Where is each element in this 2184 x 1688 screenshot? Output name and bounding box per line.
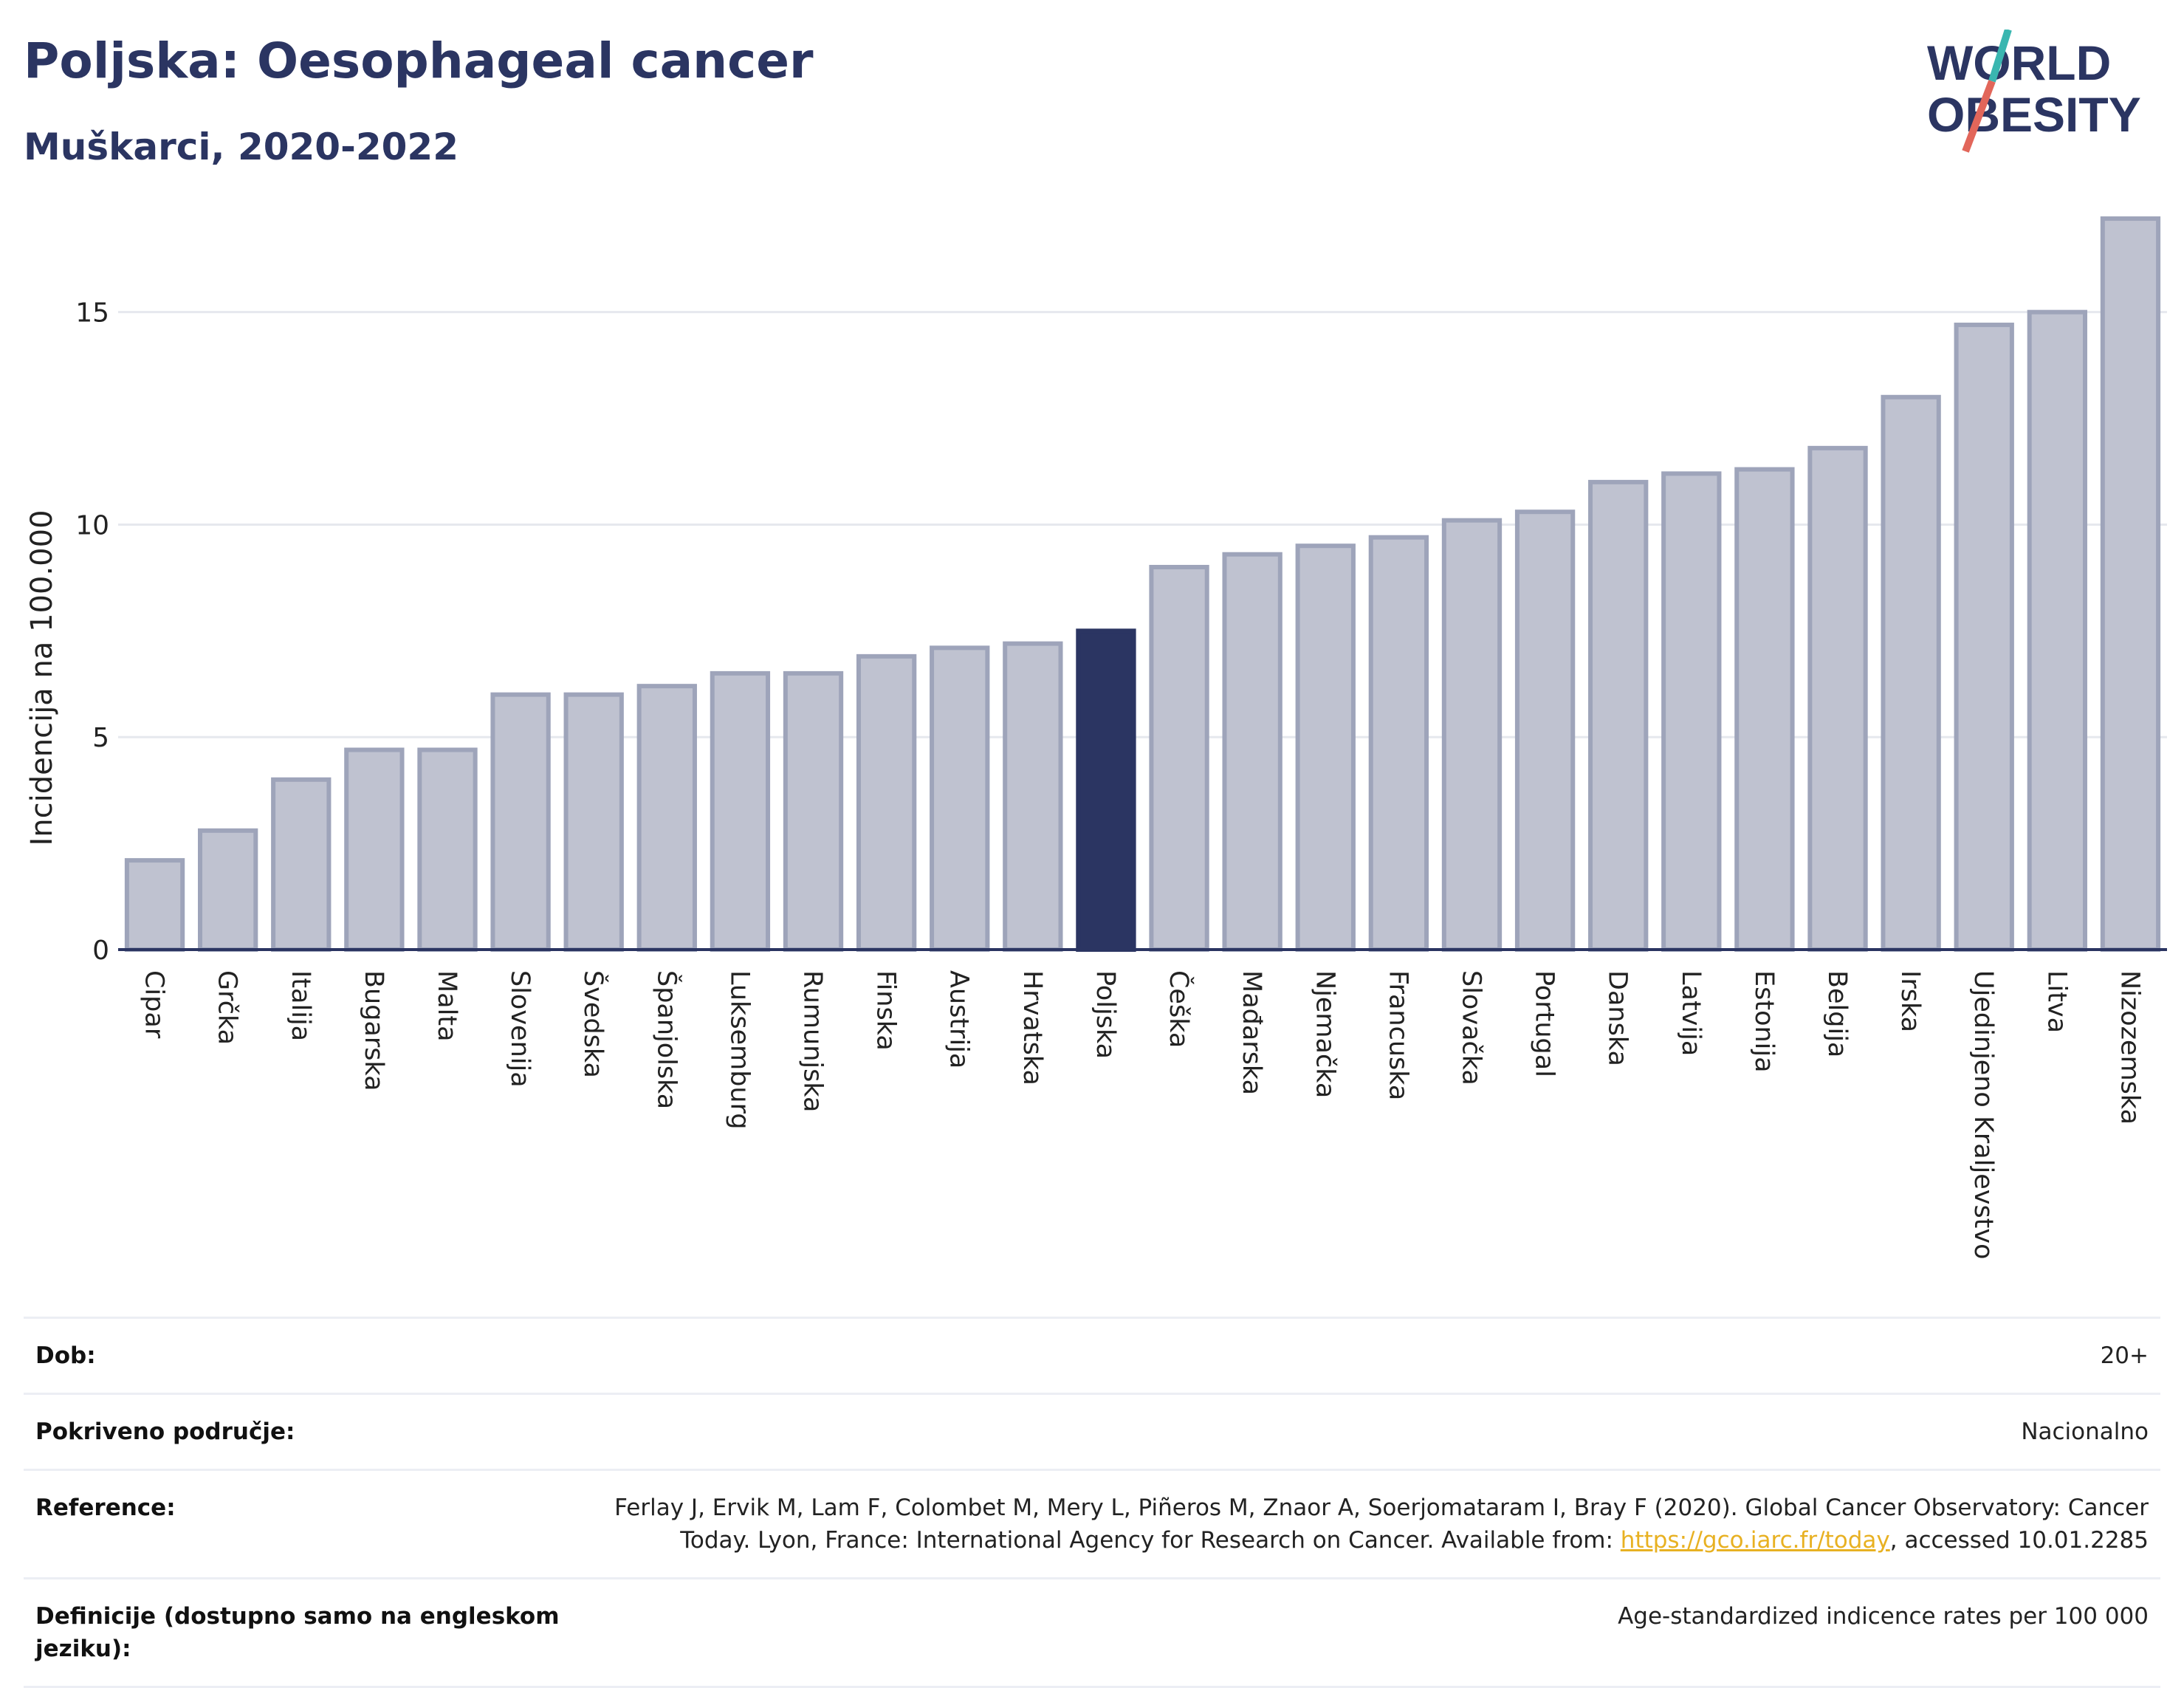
- bar: [1441, 518, 1503, 952]
- bar: [1881, 394, 1941, 952]
- bar: [1807, 445, 1868, 952]
- reference-text-2: , accessed 10.01.2285: [1889, 1527, 2149, 1554]
- x-tick-label: Poljska: [1091, 970, 1120, 1059]
- x-tick-label: Ujedinjeno Kraljevstvo: [1968, 970, 1998, 1260]
- bar: [636, 684, 697, 953]
- y-tick-label: 15: [75, 298, 109, 329]
- x-tick-label: Cipar: [140, 970, 169, 1039]
- x-tick-label: Slovačka: [1456, 970, 1486, 1085]
- x-tick-label: Švedska: [578, 970, 609, 1078]
- x-tick-label: Portugal: [1530, 970, 1559, 1077]
- coverage-value: Nacionalno: [2021, 1418, 2149, 1445]
- x-tick-label: Češka: [1164, 970, 1195, 1048]
- reference-label: Reference:: [35, 1495, 176, 1521]
- x-tick-label: Francuska: [1383, 970, 1412, 1100]
- labels: 0 5 10 15 Cipar Grčka Italija Bugarska Malta Slov…: [25, 298, 2144, 1260]
- bar: [2027, 309, 2087, 952]
- bar: [783, 670, 844, 953]
- world-obesity-logo: WORLD OBESITY: [1927, 30, 2141, 153]
- bar: [2100, 216, 2161, 952]
- bar: [1588, 479, 1649, 952]
- x-tick-label: Luksemburg: [724, 970, 754, 1130]
- x-tick-label: Latvija: [1676, 970, 1706, 1056]
- y-axis-label: Incidencija na 100.000: [25, 510, 59, 845]
- x-tick-label: Hrvatska: [1017, 970, 1047, 1085]
- x-tick-label: Malta: [432, 970, 461, 1042]
- age-value: 20+: [2100, 1342, 2149, 1369]
- x-tick-label: Rumunjska: [798, 970, 828, 1112]
- y-tick-label: 0: [92, 936, 109, 966]
- bar: [563, 692, 624, 953]
- x-tick-label: Irska: [1895, 970, 1925, 1032]
- page-subtitle: Muškarci, 2020-2022: [24, 126, 459, 168]
- reference-value: Ferlay J, Ervik M, Lam F, Colombet M, Me…: [598, 1492, 2149, 1557]
- bar: [124, 858, 185, 952]
- y-tick-label: 5: [92, 723, 109, 753]
- x-tick-label: Litva: [2042, 970, 2071, 1033]
- bar: [417, 747, 478, 952]
- definition-label: Definicije (dostupno samo na engleskom j…: [35, 1603, 560, 1662]
- bar: [1954, 322, 2014, 952]
- bar: [930, 645, 990, 952]
- bar: [271, 777, 332, 953]
- bars: [124, 216, 2161, 953]
- bar: [1222, 552, 1282, 952]
- definition-value: Age-standardized indicence rates per 100…: [1618, 1603, 2149, 1630]
- bar: [1003, 641, 1063, 952]
- bar: [1514, 510, 1576, 952]
- y-tick-label: 10: [75, 510, 109, 541]
- x-tick-label: Nizozemska: [2115, 970, 2144, 1125]
- bar: [1661, 471, 1722, 952]
- metadata-table: Dob: 20+ Pokriveno područje: Nacionalno …: [24, 1317, 2160, 1688]
- bar: [198, 828, 258, 953]
- bar: [856, 653, 917, 952]
- x-tick-label: Belgija: [1822, 970, 1852, 1057]
- x-tick-label: Grčka: [213, 970, 242, 1045]
- bar: [1734, 467, 1795, 952]
- meta-row-age: Dob: 20+: [24, 1317, 2160, 1393]
- coverage-label: Pokriveno područje:: [35, 1418, 295, 1445]
- x-tick-label: Estonija: [1749, 970, 1779, 1073]
- bar: [1368, 535, 1429, 952]
- svg-text:OBESITY: OBESITY: [1927, 87, 2141, 142]
- age-label: Dob:: [35, 1342, 96, 1369]
- meta-row-reference: Reference: Ferlay J, Ervik M, Lam F, Col…: [24, 1469, 2160, 1577]
- bar: [490, 692, 551, 953]
- bar: [1149, 565, 1209, 952]
- bar: [710, 670, 771, 953]
- x-tick-label: Španjolska: [651, 970, 682, 1109]
- reference-link[interactable]: https://gco.iarc.fr/today: [1620, 1527, 1890, 1554]
- meta-row-coverage: Pokriveno područje: Nacionalno: [24, 1393, 2160, 1469]
- x-tick-label: Italija: [286, 970, 315, 1041]
- x-tick-label: Mađarska: [1237, 970, 1266, 1095]
- x-tick-label: Austrija: [944, 970, 974, 1068]
- x-tick-label: Danska: [1603, 970, 1632, 1066]
- bar: [344, 747, 405, 952]
- bar-chart: 0 5 10 15 Cipar Grčka Italija Bugarska Malta Slov…: [25, 216, 2167, 1260]
- svg-text:WORLD: WORLD: [1927, 35, 2111, 90]
- x-tick-label: Finska: [871, 970, 901, 1051]
- x-tick-label: Bugarska: [359, 970, 388, 1091]
- x-tick-label: Njemačka: [1310, 970, 1339, 1098]
- reference-text-1: Ferlay J, Ervik M, Lam F, Colombet M, Me…: [614, 1495, 2149, 1554]
- bar: [1295, 543, 1356, 952]
- meta-row-definition: Definicije (dostupno samo na engleskom j…: [24, 1577, 2160, 1688]
- bar: [1076, 628, 1136, 952]
- page-title: Poljska: Oesophageal cancer: [24, 32, 814, 89]
- x-tick-label: Slovenija: [505, 970, 535, 1088]
